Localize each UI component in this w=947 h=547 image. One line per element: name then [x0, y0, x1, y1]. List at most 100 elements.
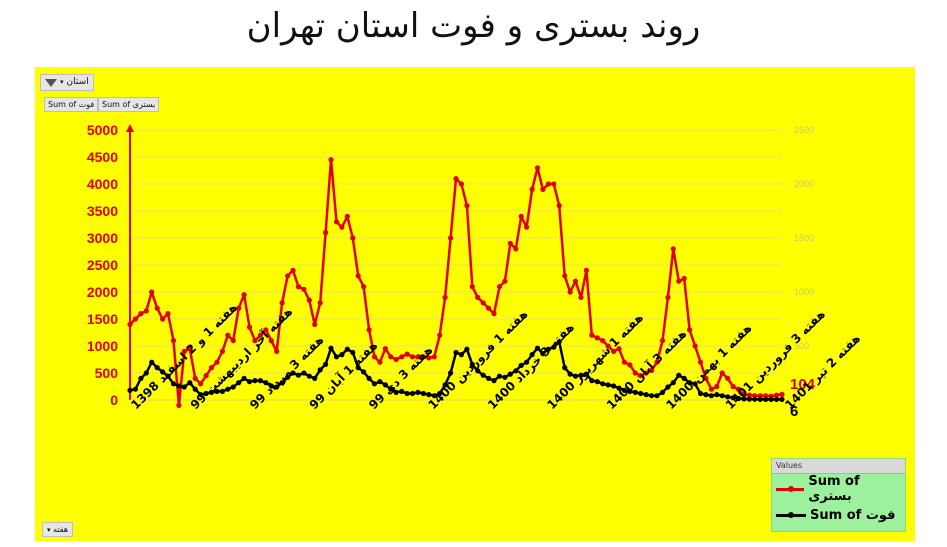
deaths-point	[290, 370, 296, 376]
hospitalized-point	[415, 354, 421, 360]
deaths-point	[377, 379, 383, 385]
deaths-point	[556, 339, 562, 345]
deaths-point	[181, 384, 187, 390]
hospitalized-point	[306, 297, 312, 303]
deaths-point	[594, 379, 600, 385]
left-tick-label: 500	[95, 365, 119, 381]
deaths-point	[670, 380, 676, 386]
left-tick-label: 1500	[87, 311, 118, 327]
hospitalized-point	[779, 391, 785, 397]
hospitalized-point	[708, 386, 715, 392]
deaths-point	[654, 393, 660, 399]
hospitalized-point	[431, 354, 437, 360]
hospitalized-point	[464, 203, 470, 209]
deaths-point	[241, 375, 247, 381]
deaths-point	[768, 396, 774, 402]
hospitalized-point	[518, 213, 524, 219]
hospitalized-point	[621, 359, 628, 365]
deaths-point	[681, 375, 687, 381]
hospitalized-point	[545, 181, 552, 187]
deaths-point	[757, 396, 763, 402]
deaths-point	[263, 380, 269, 386]
hospitalized-point	[616, 346, 622, 352]
deaths-point	[317, 367, 323, 373]
hospitalized-point	[703, 375, 709, 381]
deaths-point	[632, 389, 638, 395]
hospitalized-point	[132, 316, 138, 322]
province-filter-label: استان	[66, 77, 89, 87]
week-axis-field-label: هفته	[53, 525, 69, 534]
hospitalized-point	[176, 402, 182, 408]
hospitalized-point	[540, 186, 546, 192]
hospitalized-point	[632, 370, 638, 376]
deaths-point	[230, 384, 236, 390]
hospitalized-point	[714, 383, 720, 390]
hospitalized-point	[350, 235, 356, 241]
deaths-point	[486, 375, 492, 381]
hospitalized-point	[181, 348, 187, 354]
hospitalized-point	[246, 324, 253, 330]
hospitalized-point	[409, 354, 416, 360]
hospitalized-point	[219, 348, 225, 354]
deaths-point	[611, 383, 617, 389]
hospitalized-point	[697, 359, 704, 365]
deaths-point	[257, 378, 263, 384]
left-tick-label: 3000	[87, 230, 118, 246]
hospitalized-point	[757, 393, 763, 399]
hospitalized-point	[301, 286, 307, 292]
left-tick-label: 5000	[87, 122, 118, 138]
left-tick-label: 2500	[87, 257, 118, 273]
hospitalized-point	[388, 354, 394, 360]
deaths-point	[453, 349, 459, 356]
deaths-point	[540, 351, 546, 357]
deaths-point	[160, 369, 166, 375]
deaths-point	[621, 387, 628, 393]
hospitalized-point	[534, 165, 541, 171]
legend-line-red	[776, 485, 805, 492]
week-axis-field-button[interactable]: هفته ▾	[42, 522, 74, 537]
deaths-point	[643, 392, 649, 398]
deaths-point	[600, 381, 606, 387]
deaths-point	[344, 346, 350, 352]
right-tick-label: 1000	[794, 287, 814, 297]
deaths-point	[382, 382, 388, 388]
hospitalized-point	[692, 343, 698, 349]
hospitalized-point	[611, 348, 617, 354]
deaths-point	[208, 389, 215, 395]
chart-panel	[35, 67, 915, 541]
deaths-point	[649, 393, 655, 399]
hospitalized-point	[551, 181, 557, 187]
deaths-point	[415, 389, 421, 395]
left-tick-label: 2000	[87, 284, 118, 300]
x-tick-label: هفته 1 و 2 اسفند 1398	[128, 300, 240, 412]
deaths-point	[730, 395, 736, 401]
deaths-point	[274, 384, 280, 390]
hospitalized-point	[659, 338, 666, 344]
hospitalized-point	[649, 367, 655, 373]
hospitalized-point	[225, 332, 231, 338]
deaths-point	[127, 387, 133, 393]
deaths-point	[719, 393, 725, 399]
value-button-hospitalized[interactable]: Sum of بستری	[98, 97, 160, 112]
hospitalized-point	[774, 392, 780, 398]
deaths-point	[203, 390, 209, 397]
deaths-point	[279, 380, 285, 386]
hospitalized-point	[437, 332, 443, 338]
deaths-point	[306, 373, 312, 379]
legend-item-hospitalized[interactable]: Sum of بستری	[776, 474, 902, 504]
hospitalized-point	[230, 338, 236, 344]
left-tick-label: 4500	[87, 149, 118, 165]
hospitalized-point	[323, 230, 329, 236]
hospitalized-point	[670, 246, 676, 252]
hospitalized-end-label: 104	[790, 376, 816, 393]
value-button-deaths[interactable]: Sum of فوت	[44, 97, 99, 112]
deaths-point	[165, 373, 171, 379]
deaths-point	[328, 345, 334, 351]
hospitalized-point	[274, 348, 280, 354]
province-filter-button[interactable]: استان ▾	[40, 74, 94, 91]
deaths-point	[725, 394, 731, 400]
deaths-point	[687, 380, 693, 386]
legend-item-deaths[interactable]: Sum of فوت	[776, 505, 902, 525]
deaths-point	[507, 371, 513, 377]
deaths-point	[388, 386, 394, 392]
